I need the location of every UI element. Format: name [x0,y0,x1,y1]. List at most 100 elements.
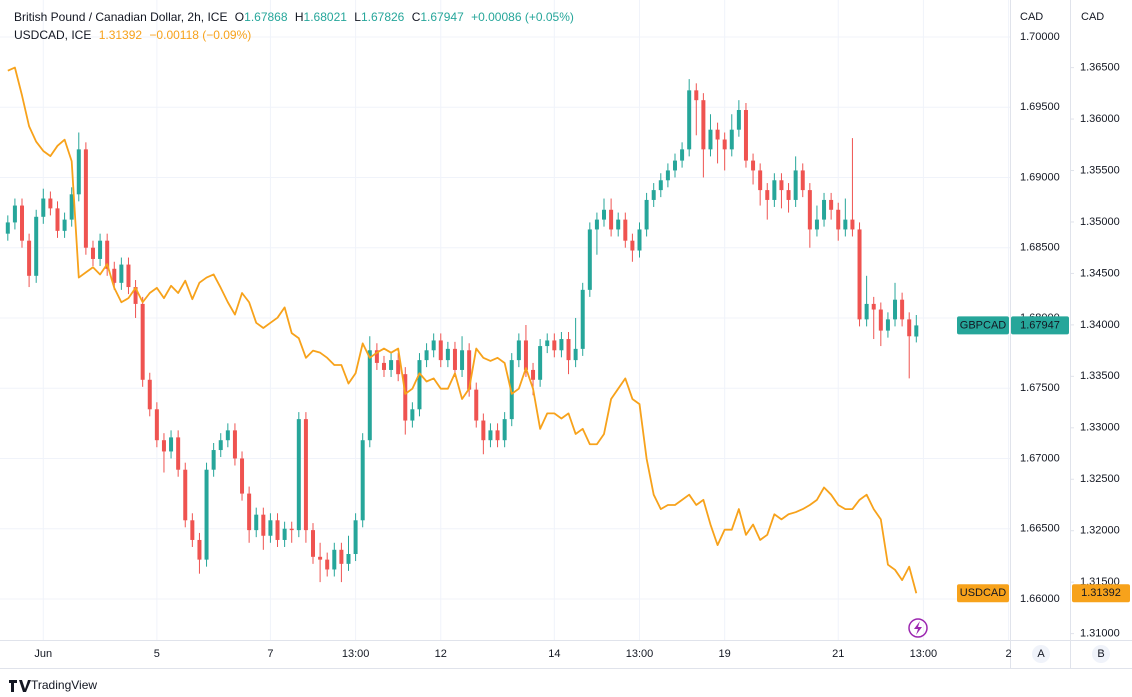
scale-button[interactable] [1092,645,1110,663]
candle-body [20,205,25,241]
candle-body [445,348,450,361]
x-tick-label: 21 [832,648,844,660]
candle-body [55,208,60,231]
candle-body [467,350,472,390]
candle-body [133,287,138,304]
candle-body [871,303,876,310]
y2-tick-label: 1.36500 [1080,62,1120,74]
candle-body [800,170,805,191]
candle-body [609,209,614,230]
y-tick-label: 1.69500 [1020,101,1060,113]
candle-body [367,350,372,441]
candle-body [531,369,536,380]
candle-body [793,170,798,200]
candle-body [161,440,166,452]
candle-body [396,360,401,375]
candle-body [680,149,685,161]
candle-body [204,469,209,560]
y2-tick-label: 1.33000 [1080,422,1120,434]
y2-tick-label: 1.34000 [1080,319,1120,331]
candle-body [765,190,770,200]
candle-body [318,556,323,560]
price-tag-name: GBPCAD [960,319,1007,331]
scale-button-label[interactable]: B [1097,648,1104,660]
scale-button[interactable] [1032,645,1050,663]
y-unit: CAD [1020,11,1043,23]
candle-body [275,520,280,540]
candle-body [303,419,308,531]
candle-body [658,180,663,191]
candle-body [481,420,486,441]
y-tick-label: 1.66500 [1020,523,1060,535]
candle-body [69,194,74,220]
axes: Jun 5 7 13:00 12 14 13:00 19 21 13:00 2 1.66000 1.66… [34,31,1130,660]
candle-body [687,90,692,150]
candle-body [736,110,741,130]
candle-body [545,340,550,347]
candle-body [339,549,344,564]
candle-body [247,493,252,531]
candle-body [98,240,103,259]
candle-body [822,199,827,220]
candle-body [630,240,635,251]
candle-body [254,514,259,531]
candle-body [197,539,202,560]
candle-body [360,440,365,521]
price-tag [957,584,1009,603]
candle-body [325,559,330,570]
scale-button-label[interactable]: A [1037,648,1045,660]
event-icon-bolt [914,621,922,635]
candle-body [83,149,88,248]
candle-body [5,222,10,234]
y2-unit: CAD [1081,11,1104,23]
candle-body [417,360,422,410]
ohlc-key: L [354,10,361,24]
candle-body [701,100,706,150]
event-icon[interactable] [908,618,928,638]
candle-body [722,139,727,150]
candle-body [452,348,457,370]
y-tick-label: 1.66000 [1020,593,1060,605]
candle-body [516,340,521,361]
y2-tick-label: 1.31000 [1080,628,1120,640]
candle-body [62,219,67,231]
candle-body [112,268,117,283]
candle-body [602,209,607,220]
candle-body [495,430,500,441]
y-tick-label: 1.69000 [1020,171,1060,183]
legend-change: −0.00118 (−0.09%) [149,28,252,42]
candle-body [786,190,791,200]
y-tick-label: 1.67500 [1020,382,1060,394]
ohlc-key: H [294,10,304,24]
candle-body [268,520,273,536]
candle-body [907,319,912,337]
candle-body [438,340,443,361]
candle-body [296,419,301,531]
candle-body [694,90,699,101]
y2-tick-label: 1.34500 [1080,267,1120,279]
x-tick-label: Jun [34,648,52,660]
y2-tick-label: 1.36000 [1080,113,1120,125]
candle-body [779,180,784,191]
candle-body [488,430,493,441]
candle-body [27,240,32,276]
ohlc-value: 1.67826 [360,10,405,24]
candle-body [829,199,834,210]
candle-body [878,309,883,331]
candle-body [758,170,763,191]
ohlc-key: C [411,10,421,24]
candle-body [240,458,245,494]
y2-tick-label: 1.35000 [1080,216,1120,228]
candle-body [147,379,152,410]
x-tick-label: 7 [267,648,273,660]
x-tick-label: 13:00 [342,648,370,660]
price-tag [1072,584,1130,603]
candle-body [843,219,848,230]
candle-body [261,514,266,536]
candle-body [48,198,53,209]
candle-body [772,180,777,200]
candle-body [729,129,734,150]
candle-body [708,129,713,150]
